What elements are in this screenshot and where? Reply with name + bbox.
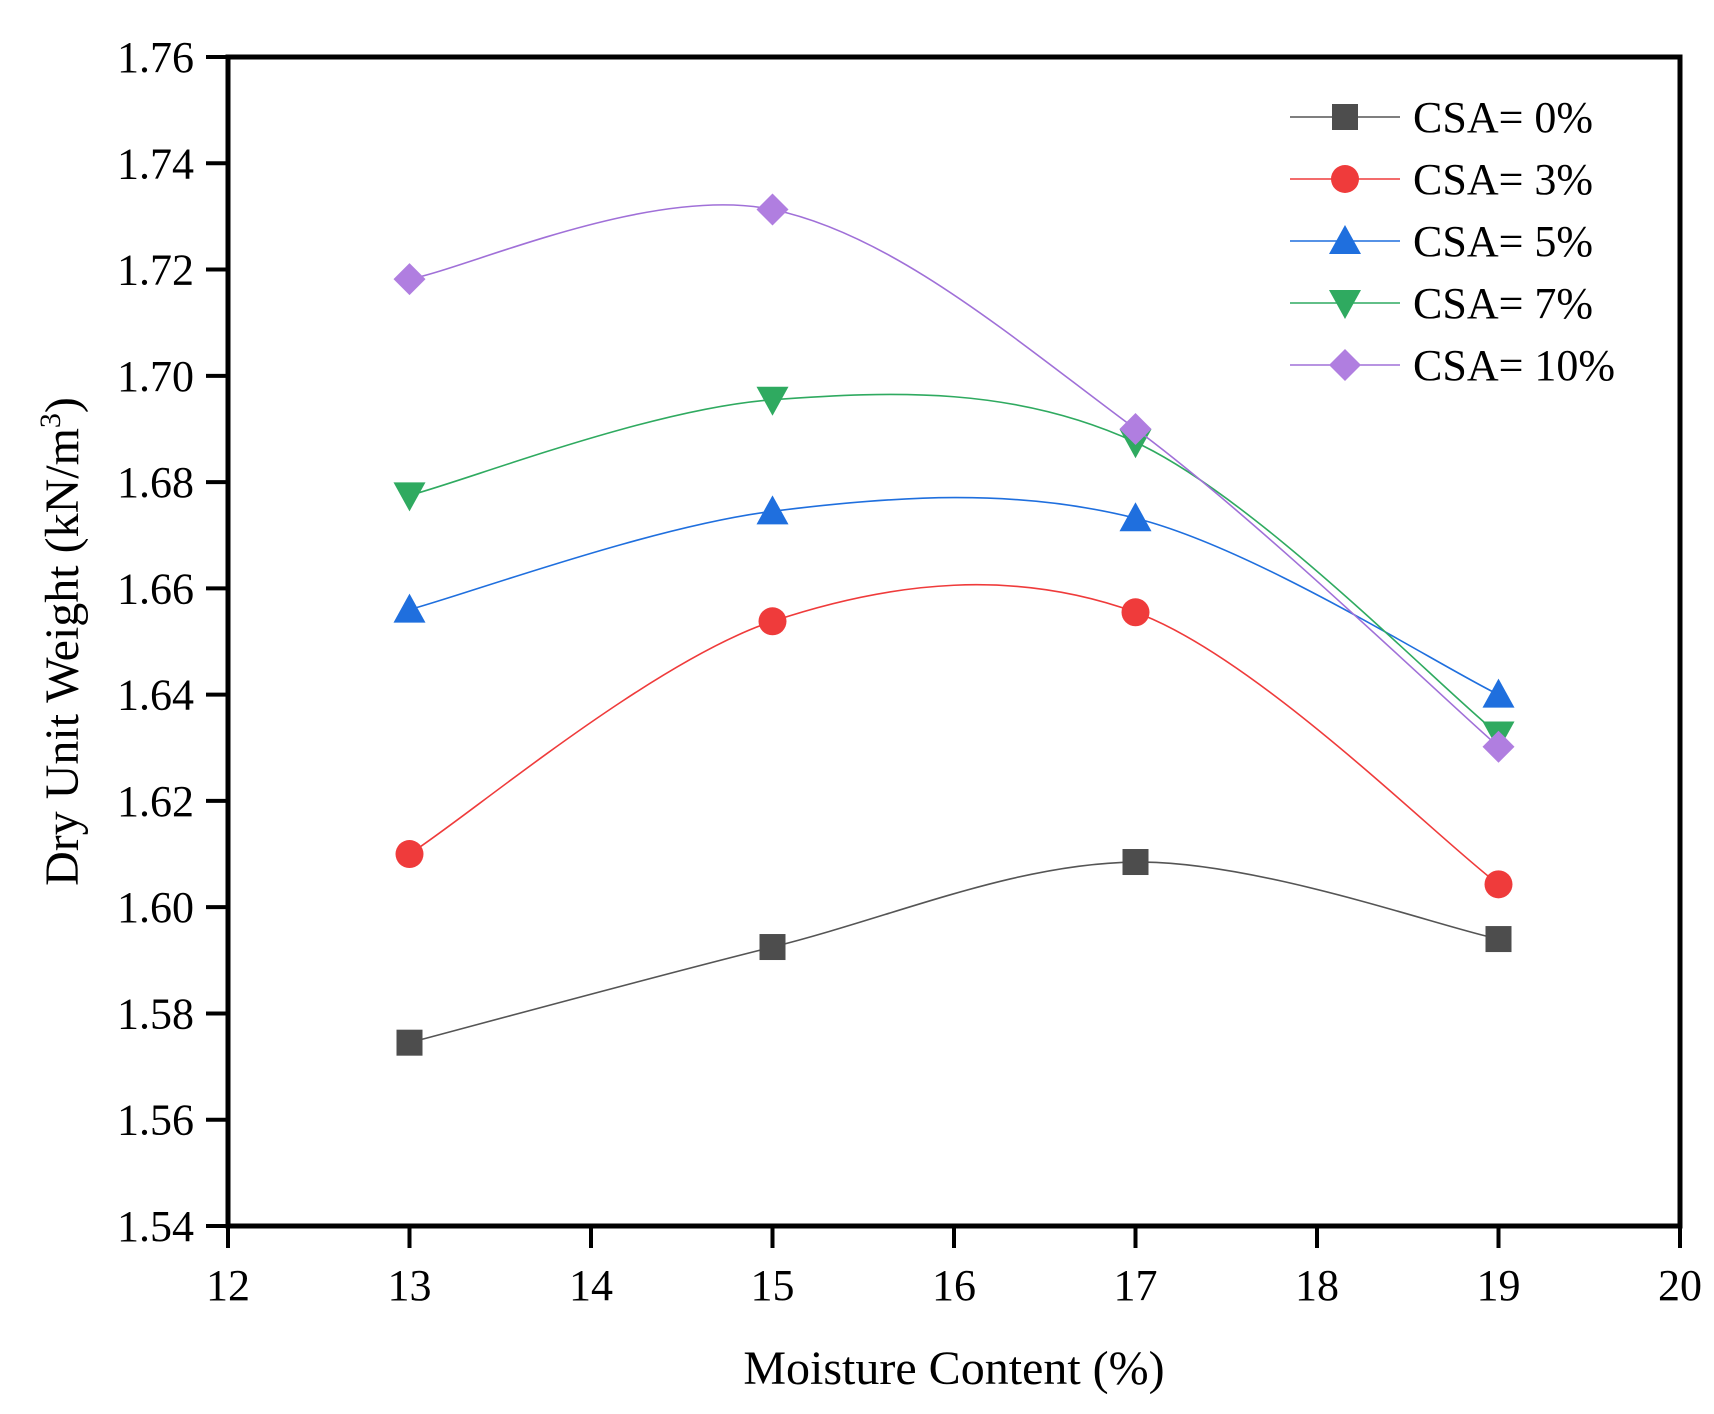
legend-marker	[1329, 290, 1361, 319]
data-point	[1119, 412, 1152, 445]
y-tick-label: 1.54	[117, 1202, 194, 1251]
data-point	[393, 593, 426, 623]
y-tick-label: 1.70	[117, 352, 194, 401]
legend-marker	[1332, 104, 1358, 130]
y-axis-title-close: )	[36, 397, 89, 413]
data-point	[756, 193, 789, 226]
legend-item: CSA= 7%	[1290, 279, 1593, 328]
series-2	[395, 583, 1513, 899]
data-point	[756, 495, 789, 525]
data-point	[756, 386, 789, 416]
series-line	[409, 583, 1499, 885]
x-tick-label: 16	[932, 1261, 976, 1310]
series-5	[393, 193, 1515, 763]
x-tick-label: 18	[1295, 1261, 1339, 1310]
series-3	[393, 495, 1515, 708]
y-axis-title: Dry Unit Weight (kN/m3)	[34, 397, 89, 886]
x-tick-label: 14	[569, 1261, 613, 1310]
x-tick-label: 15	[751, 1261, 795, 1310]
y-tick-label: 1.66	[117, 564, 194, 613]
series-line	[409, 496, 1499, 696]
x-tick-label: 20	[1658, 1261, 1702, 1310]
y-axis-title-superscript: 3	[34, 413, 67, 428]
series-line	[409, 393, 1500, 736]
x-axis-title: Moisture Content (%)	[743, 1342, 1164, 1395]
legend-marker	[1329, 225, 1361, 254]
legend: CSA= 0% CSA= 3% CSA= 5% CSA= 7% CSA= 10%	[1290, 93, 1615, 390]
data-point	[758, 607, 787, 636]
series-line	[409, 861, 1499, 1044]
series-1	[396, 849, 1512, 1056]
data-point	[1119, 502, 1152, 532]
y-tick-label: 1.60	[117, 883, 194, 932]
y-tick-label: 1.56	[117, 1096, 194, 1145]
legend-label: CSA= 3%	[1413, 155, 1593, 204]
ticks-layer: 12 13 14 15 16 17 18 19 20 1.54 1.56 1.58 1.60 1.62 1.…	[117, 33, 1702, 1310]
legend-item: CSA= 3%	[1290, 155, 1593, 204]
series-layer	[393, 193, 1515, 1056]
data-point	[1485, 926, 1512, 953]
data-point	[396, 1029, 423, 1056]
x-tick-label: 17	[1114, 1261, 1158, 1310]
x-tick-label: 12	[206, 1261, 250, 1310]
data-point	[1482, 678, 1515, 708]
data-point	[393, 263, 426, 296]
legend-marker	[1329, 349, 1361, 381]
legend-item: CSA= 0%	[1290, 93, 1593, 142]
legend-marker	[1331, 165, 1359, 193]
legend-label: CSA= 5%	[1413, 217, 1593, 266]
series-line	[409, 204, 1500, 748]
y-tick-label: 1.64	[117, 671, 194, 720]
legend-label: CSA= 10%	[1413, 341, 1615, 390]
y-axis-title-main: Dry Unit Weight (kN/m	[36, 428, 89, 886]
x-tick-label: 19	[1477, 1261, 1521, 1310]
legend-label: CSA= 0%	[1413, 93, 1593, 142]
data-point	[393, 482, 426, 512]
data-point	[1482, 730, 1515, 763]
legend-label: CSA= 7%	[1413, 279, 1593, 328]
data-point	[1484, 870, 1513, 899]
x-tick-label: 13	[388, 1261, 432, 1310]
y-tick-label: 1.58	[117, 989, 194, 1038]
y-tick-label: 1.76	[117, 33, 194, 82]
y-tick-label: 1.68	[117, 458, 194, 507]
y-tick-label: 1.74	[117, 139, 194, 188]
y-tick-label: 1.62	[117, 777, 194, 826]
data-point	[759, 934, 786, 961]
y-tick-label: 1.72	[117, 246, 194, 295]
data-point	[1121, 598, 1150, 627]
legend-item: CSA= 10%	[1290, 341, 1615, 390]
legend-item: CSA= 5%	[1290, 217, 1593, 266]
data-point	[395, 840, 424, 869]
data-point	[1122, 849, 1149, 876]
